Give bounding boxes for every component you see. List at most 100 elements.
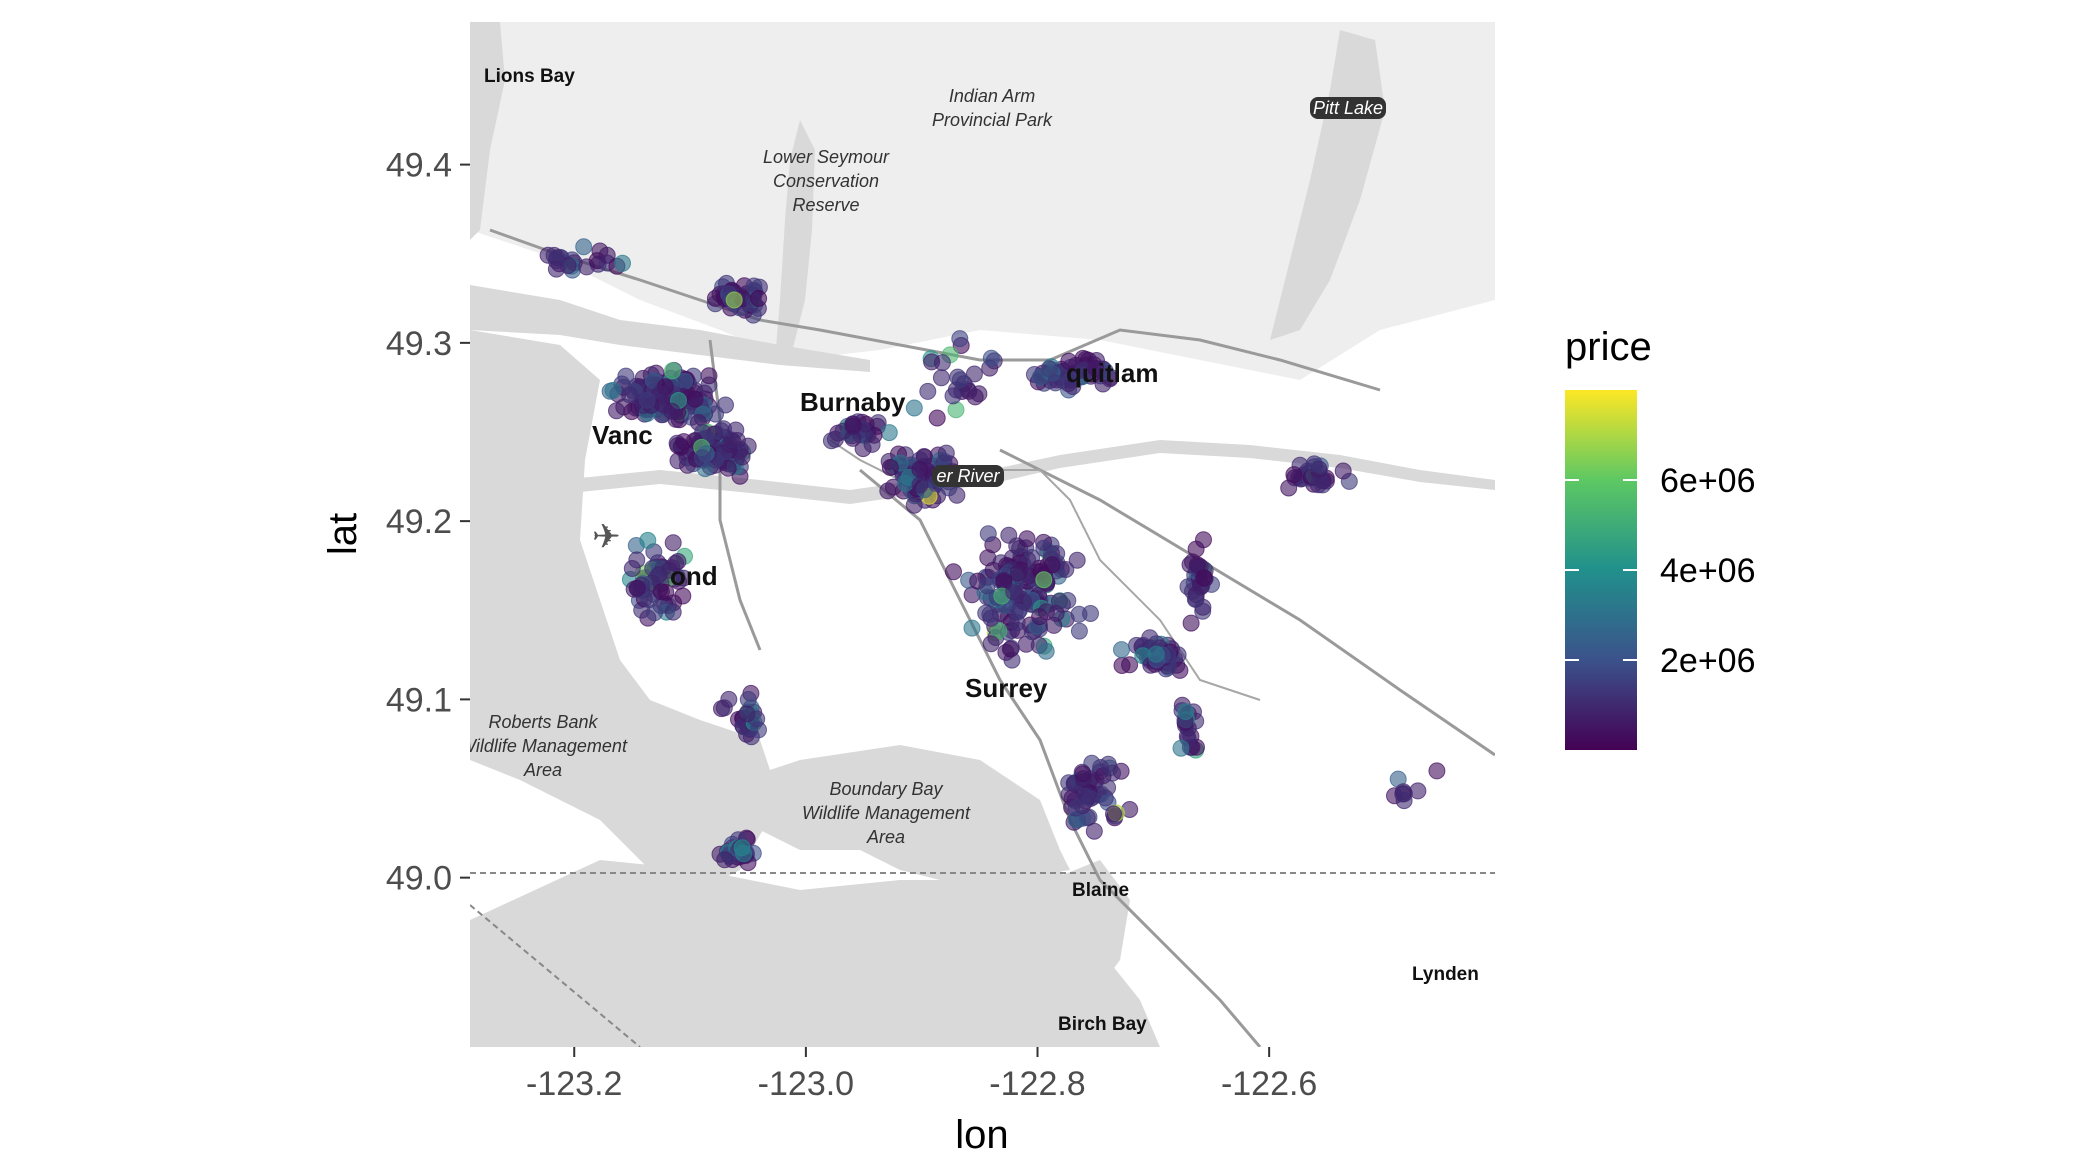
- listing-point: [880, 424, 898, 442]
- y-tick-label: 49.0: [386, 860, 452, 898]
- listing-point: [686, 390, 704, 408]
- label-lower-seymour-1: Lower Seymour: [763, 147, 890, 167]
- label-roberts-bank-2: Wildlife Management: [459, 736, 628, 756]
- listing-point: [750, 290, 768, 307]
- label-surrey: Surrey: [965, 673, 1048, 703]
- y-tick-label: 49.2: [386, 503, 452, 541]
- listing-point: [1188, 556, 1206, 574]
- listing-point: [1035, 571, 1053, 589]
- listing-point: [663, 402, 681, 420]
- listing-point: [657, 583, 675, 601]
- listing-point: [1074, 765, 1092, 783]
- listing-point: [1172, 739, 1190, 757]
- label-burnaby: Burnaby: [800, 387, 906, 417]
- listing-point: [674, 569, 692, 587]
- listing-point: [1285, 466, 1303, 484]
- listing-point: [664, 603, 682, 621]
- listing-point: [1099, 755, 1117, 773]
- listing-point: [1018, 530, 1036, 548]
- listing-point: [628, 579, 646, 597]
- listing-point: [1395, 792, 1413, 810]
- listing-point: [719, 459, 737, 477]
- legend-break-label: 2e+06: [1660, 642, 1756, 680]
- listing-point: [1001, 640, 1019, 658]
- y-axis-title: lat: [321, 513, 365, 555]
- listing-point: [965, 365, 983, 383]
- listing-point: [608, 402, 625, 420]
- listing-point: [1309, 476, 1327, 494]
- listing-point: [716, 851, 734, 869]
- x-tick-label: -123.2: [526, 1065, 622, 1103]
- y-axis: 49.0 49.1 49.2 49.3 49.4: [386, 147, 470, 898]
- listing-point: [598, 246, 616, 264]
- listing-point: [739, 691, 757, 708]
- listing-point: [928, 409, 946, 427]
- listing-point: [1068, 551, 1086, 569]
- listing-point: [923, 353, 941, 371]
- listing-point: [1040, 360, 1058, 378]
- listing-point: [1031, 608, 1049, 626]
- listing-point: [621, 386, 639, 404]
- listing-point: [1076, 787, 1094, 805]
- listing-point: [1177, 703, 1195, 721]
- listing-point: [1087, 360, 1105, 377]
- listing-point: [905, 399, 923, 417]
- label-indian-arm-1: Indian Arm: [949, 86, 1035, 106]
- basemap: ✈: [470, 22, 1495, 1047]
- legend-break-label: 6e+06: [1660, 462, 1756, 500]
- airport-icon: ✈: [592, 517, 621, 557]
- listing-point: [1009, 603, 1027, 621]
- listing-point: [1182, 614, 1200, 632]
- listing-point: [669, 553, 687, 570]
- color-legend: price 2e+06 4e+06 6e+06: [1565, 325, 1756, 750]
- listing-point: [905, 496, 923, 514]
- listing-point: [1121, 656, 1139, 674]
- listing-point: [735, 845, 753, 863]
- x-axis: -123.2 -123.0 -122.8 -122.6: [526, 1047, 1317, 1103]
- y-tick-label: 49.4: [386, 147, 452, 185]
- label-lower-seymour-3: Reserve: [792, 195, 859, 215]
- listing-point: [881, 459, 899, 476]
- legend-break-label: 4e+06: [1660, 552, 1756, 590]
- listing-point: [725, 291, 743, 309]
- listing-point: [911, 460, 929, 478]
- listing-point: [990, 622, 1008, 640]
- listing-point: [1005, 583, 1023, 601]
- y-tick-label: 49.1: [386, 681, 452, 719]
- label-birch-bay: Birch Bay: [1058, 1014, 1147, 1035]
- listing-point: [1409, 782, 1427, 800]
- listing-point: [947, 401, 965, 419]
- listing-point: [1067, 799, 1085, 817]
- label-boundary-bay-1: Boundary Bay: [829, 779, 943, 799]
- label-indian-arm-2: Provincial Park: [932, 110, 1053, 130]
- label-blaine: Blaine: [1072, 880, 1129, 901]
- listing-point: [982, 349, 1000, 367]
- points-layer: [539, 238, 1446, 872]
- listing-point: [614, 254, 631, 272]
- label-roberts-bank-3: Area: [523, 760, 562, 780]
- listing-point: [844, 417, 862, 435]
- listing-point: [1009, 564, 1027, 582]
- label-vancouver: Vanc: [592, 420, 653, 450]
- listing-point: [1046, 374, 1064, 392]
- listing-point: [1105, 805, 1122, 823]
- listing-point: [675, 433, 693, 451]
- listing-point: [693, 449, 711, 467]
- listing-point: [932, 369, 950, 387]
- x-tick-label: -122.6: [1221, 1065, 1317, 1103]
- listing-point: [979, 525, 997, 543]
- listing-point: [700, 367, 718, 385]
- listing-point: [1035, 539, 1053, 557]
- listing-point: [575, 238, 593, 256]
- listing-point: [911, 476, 929, 494]
- listing-point: [604, 381, 622, 399]
- legend-title: price: [1565, 325, 1652, 369]
- listing-point: [733, 448, 751, 466]
- listing-point: [982, 635, 1000, 653]
- listing-point: [1064, 378, 1082, 395]
- listing-point: [1043, 556, 1061, 574]
- listing-point: [981, 605, 999, 623]
- listing-point: [639, 531, 657, 549]
- listing-point: [1051, 592, 1068, 610]
- listing-point: [547, 260, 565, 278]
